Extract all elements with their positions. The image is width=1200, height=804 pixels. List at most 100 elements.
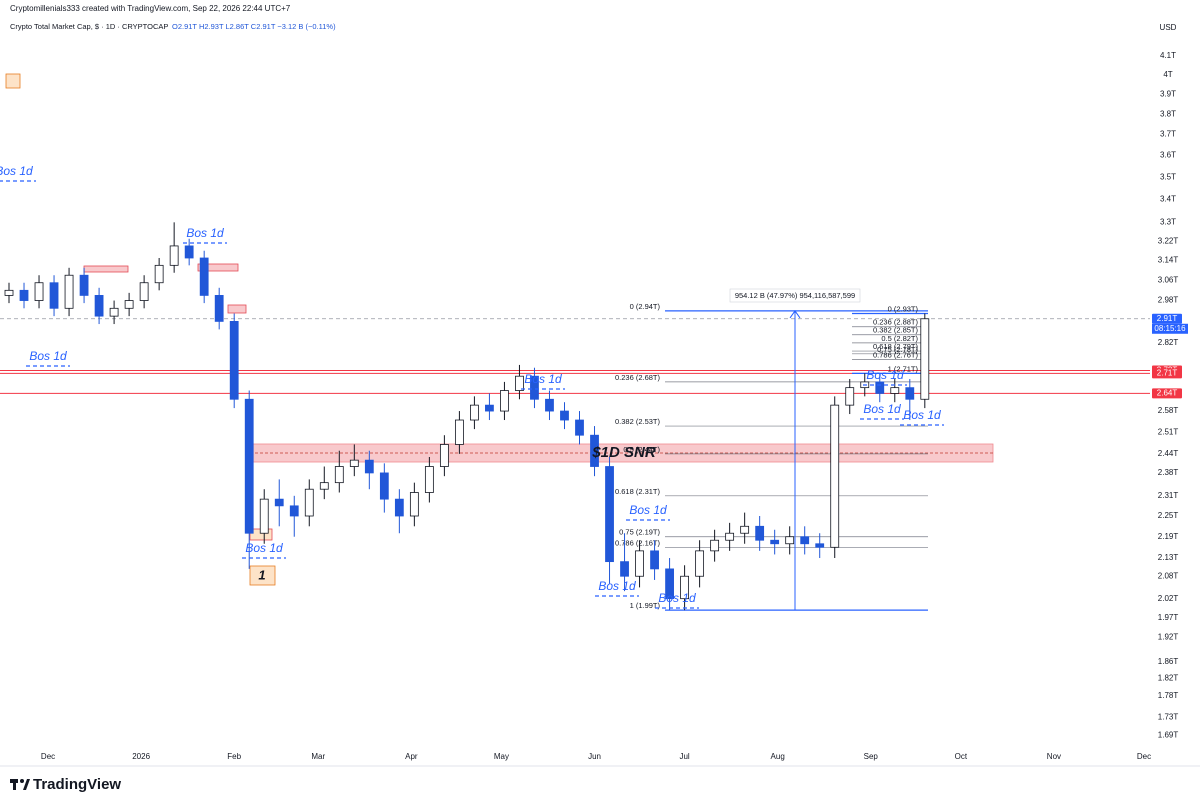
candle-body bbox=[4, 289, 14, 296]
measure-label: 954.12 B (47.97%) 954,116,587,599 bbox=[735, 291, 855, 300]
fib-label: 1 (2.71T) bbox=[888, 364, 919, 373]
candle-body bbox=[124, 300, 134, 309]
candle-body bbox=[34, 282, 44, 301]
candle-body bbox=[439, 444, 449, 467]
y-tick-label: 1.78T bbox=[1158, 691, 1179, 700]
fib-label: 0.786 (2.16T) bbox=[615, 538, 661, 547]
x-tick-label: Jun bbox=[588, 752, 601, 761]
x-tick-label: Dec bbox=[1137, 752, 1151, 761]
fib-label: 0.5 (2.82T) bbox=[881, 334, 918, 343]
candle-body bbox=[500, 390, 509, 412]
bos-label: Bos 1d bbox=[0, 164, 33, 178]
x-tick-label: Oct bbox=[955, 752, 968, 761]
price-tag-label: 2.91T bbox=[1157, 314, 1178, 323]
candle-body bbox=[454, 419, 464, 445]
symbol-title: Crypto Total Market Cap, $ · 1D · CRYPTO… bbox=[10, 22, 168, 31]
y-tick-label: 2.31T bbox=[1158, 491, 1179, 500]
candle-body bbox=[665, 568, 674, 600]
price-tag bbox=[1152, 388, 1182, 399]
footer-logo: TradingView bbox=[33, 776, 121, 793]
zone-label: $1D SNR bbox=[591, 444, 656, 461]
y-tick-label: 2.02T bbox=[1158, 594, 1179, 603]
candle-body bbox=[770, 539, 780, 545]
bos-label: Bos 1d bbox=[658, 591, 696, 605]
y-tick-label: 3.14T bbox=[1158, 256, 1179, 265]
candle-body bbox=[199, 257, 209, 296]
candle-body bbox=[154, 264, 164, 284]
y-tick-label: 2.25T bbox=[1158, 511, 1179, 520]
y-tick-label: 3.7T bbox=[1160, 130, 1176, 139]
fib-label: 0.75 (2.19T) bbox=[619, 528, 660, 537]
zone bbox=[83, 265, 129, 273]
x-tick-label: Mar bbox=[311, 752, 325, 761]
candle-body bbox=[515, 375, 524, 391]
candle-body bbox=[94, 295, 104, 317]
zone bbox=[227, 304, 247, 314]
candle-body bbox=[64, 274, 74, 309]
axis-unit: USD bbox=[1160, 23, 1177, 32]
y-tick-label: 3.9T bbox=[1160, 89, 1176, 98]
measure-arrowhead bbox=[789, 310, 801, 319]
ohlc-legend: O2.91T H2.93T L2.86T C2.91T −3.12 B (−0.… bbox=[172, 22, 336, 31]
y-tick-label: 2.98T bbox=[1158, 296, 1179, 305]
y-tick-label: 3.8T bbox=[1160, 109, 1176, 118]
count-label: 1 bbox=[258, 567, 265, 582]
zone bbox=[5, 73, 21, 89]
price-tag bbox=[1152, 313, 1182, 324]
x-tick-label: Aug bbox=[771, 752, 785, 761]
x-tick-label: Jul bbox=[679, 752, 689, 761]
countdown-box bbox=[1152, 323, 1188, 334]
candle-body bbox=[560, 410, 569, 421]
y-tick-label: 3.4T bbox=[1160, 195, 1176, 204]
candle-body bbox=[184, 245, 194, 259]
fib-label: 0.75 (2.78T) bbox=[877, 345, 918, 354]
y-tick-label: 3.6T bbox=[1160, 151, 1176, 160]
y-tick-label: 3.5T bbox=[1160, 172, 1176, 181]
candle-body bbox=[650, 550, 659, 570]
y-tick-label: 2.19T bbox=[1158, 532, 1179, 541]
candle-body bbox=[905, 387, 915, 400]
fib-label: 0.382 (2.53T) bbox=[615, 417, 661, 426]
count-box bbox=[249, 565, 276, 586]
candle-body bbox=[289, 505, 299, 517]
candle-body bbox=[890, 387, 900, 394]
bos-label: Bos 1d bbox=[863, 402, 901, 416]
candle-body bbox=[19, 289, 29, 301]
candle-body bbox=[334, 466, 344, 484]
candle-body bbox=[575, 419, 584, 436]
fib-label: 0.618 (2.31T) bbox=[615, 487, 661, 496]
footer-logo-icon bbox=[10, 779, 30, 790]
candle-body bbox=[259, 498, 269, 534]
fib-label: 0.786 (2.76T) bbox=[873, 350, 919, 359]
fib-label: 0.5 (2.44T) bbox=[623, 445, 660, 454]
candle-body bbox=[379, 472, 389, 500]
y-tick-label: 2.51T bbox=[1158, 427, 1179, 436]
candle-body bbox=[605, 466, 614, 563]
y-tick-label: 3.22T bbox=[1158, 236, 1179, 245]
candle-body bbox=[710, 539, 720, 552]
y-tick-label: 1.82T bbox=[1158, 674, 1179, 683]
fib-label: 0.382 (2.85T) bbox=[873, 326, 919, 335]
y-tick-label: 1.86T bbox=[1158, 657, 1179, 666]
x-tick-label: May bbox=[494, 752, 509, 761]
y-tick-label: 2.13T bbox=[1158, 553, 1179, 562]
candle-body bbox=[725, 532, 735, 541]
candle-body bbox=[169, 245, 179, 266]
y-tick-label: 4T bbox=[1163, 70, 1172, 79]
bos-label: Bos 1d bbox=[866, 368, 904, 382]
x-tick-label: Feb bbox=[227, 752, 241, 761]
candle-body bbox=[274, 498, 284, 507]
candle-body bbox=[635, 550, 644, 577]
y-tick-label: 2.58T bbox=[1158, 406, 1179, 415]
candle-body bbox=[620, 561, 629, 577]
bos-label: Bos 1d bbox=[186, 226, 224, 240]
candle-body bbox=[139, 282, 149, 301]
fib-label: 0.236 (2.68T) bbox=[615, 373, 661, 382]
price-tag-label: 2.71T bbox=[1157, 368, 1178, 377]
x-tick-label: Nov bbox=[1047, 752, 1061, 761]
candle-body bbox=[244, 398, 254, 534]
candle-body bbox=[394, 498, 404, 517]
price-tag bbox=[1152, 368, 1182, 379]
zone bbox=[197, 263, 239, 272]
